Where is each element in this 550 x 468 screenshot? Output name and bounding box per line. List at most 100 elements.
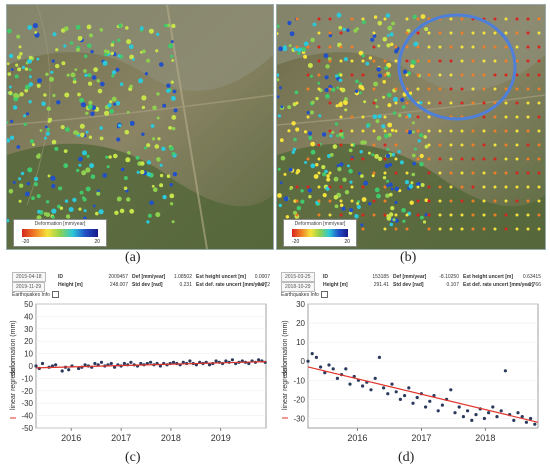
date-to[interactable]: 2018-10-29 <box>281 282 315 292</box>
deformation-point <box>398 113 402 118</box>
deformation-point <box>304 161 308 164</box>
deformation-point <box>339 213 343 217</box>
deformation-point <box>27 25 33 30</box>
deformation-point <box>104 110 110 116</box>
deformation-point <box>28 55 33 60</box>
deformation-point <box>308 135 313 140</box>
deformation-point <box>350 185 354 189</box>
deformation-point <box>129 84 133 89</box>
y-tick-label: 20 <box>24 337 33 346</box>
data-point <box>436 409 440 413</box>
x-tick-label: 2018 <box>475 433 495 443</box>
deformation-point <box>19 52 23 56</box>
deformation-point <box>358 50 364 56</box>
deformation-point <box>372 87 376 91</box>
earthquakes-checkbox[interactable] <box>51 291 59 299</box>
deformation-point <box>471 143 475 147</box>
deformation-point <box>310 141 316 147</box>
data-point <box>369 388 373 392</box>
plot-frame <box>307 303 539 429</box>
deformation-point <box>292 147 297 152</box>
deformation-point <box>482 129 486 133</box>
date-to[interactable]: 2019-11-29 <box>12 282 46 292</box>
deformation-point <box>417 139 421 143</box>
deformation-point <box>152 105 157 111</box>
deformation-point <box>70 72 76 78</box>
deformation-point <box>389 222 394 227</box>
deformation-point <box>350 115 354 119</box>
data-point <box>457 405 461 409</box>
data-point <box>171 360 176 364</box>
deformation-point <box>394 227 398 231</box>
deformation-point <box>515 59 519 63</box>
deformation-point <box>422 220 427 224</box>
deformation-point <box>60 125 65 130</box>
deformation-point <box>37 209 41 214</box>
deformation-point <box>17 67 22 72</box>
deformation-point <box>317 17 321 21</box>
deformation-point <box>384 66 389 70</box>
deformation-point <box>279 138 284 143</box>
earthquakes-toggle[interactable]: Earthquakes Info <box>12 291 59 299</box>
date-from[interactable]: 2015-03-25 <box>281 272 315 282</box>
deformation-point <box>482 45 486 49</box>
caption-d: (d) <box>398 450 415 465</box>
deformation-point <box>383 59 387 63</box>
deformation-point <box>128 44 134 49</box>
deformation-point <box>119 82 124 86</box>
date-from[interactable]: 2015-04-18 <box>12 272 46 282</box>
deformation-point <box>75 24 81 30</box>
deformation-point <box>306 111 310 115</box>
def-value: -8.10250 <box>439 274 459 280</box>
deformation-point <box>283 196 289 202</box>
deformation-point <box>419 101 423 105</box>
data-point <box>403 394 407 398</box>
deformation-point <box>449 129 453 133</box>
deformation-point <box>56 100 61 105</box>
deformation-point <box>114 210 119 215</box>
deformation-point <box>317 45 321 49</box>
deformation-point <box>126 110 130 114</box>
deformation-point <box>155 212 161 218</box>
data-point <box>495 415 499 419</box>
deformation-point <box>98 209 104 215</box>
deformation-point <box>49 76 54 82</box>
deformation-point <box>427 171 431 175</box>
data-point <box>432 394 436 398</box>
deformation-point <box>482 157 486 161</box>
deformation-point <box>449 45 453 49</box>
deformation-point <box>28 75 32 79</box>
deformation-point <box>16 34 21 39</box>
deformation-point <box>328 185 332 189</box>
y-tick-label: 0 <box>301 357 306 366</box>
data-point <box>348 382 352 386</box>
deformation-point <box>504 31 508 35</box>
earthquakes-toggle[interactable]: Earthquakes Info <box>281 291 328 299</box>
deformation-point <box>7 121 9 124</box>
map-panel-b[interactable]: Deformation [mm/year] -20 20 <box>276 4 546 250</box>
deformation-point <box>116 137 121 142</box>
deformation-point <box>419 153 424 159</box>
deformation-point <box>405 73 409 77</box>
deformation-point <box>63 44 67 48</box>
x-tick-label: 2017 <box>411 433 431 443</box>
deformation-point <box>317 213 321 217</box>
deformation-point <box>277 24 280 28</box>
map-panel-a[interactable]: Deformation [mm/year] -20 20 <box>6 4 274 250</box>
deformation-point <box>394 186 400 192</box>
deformation-point <box>171 23 176 29</box>
legend-max: 20 <box>344 239 350 245</box>
deformation-point <box>504 17 508 21</box>
deformation-point <box>36 215 42 221</box>
deformation-point <box>420 215 424 220</box>
deformation-point <box>372 199 376 203</box>
deformation-point <box>277 32 279 36</box>
deformation-point <box>383 73 387 77</box>
deformation-point <box>295 171 299 175</box>
deformation-point <box>93 67 98 73</box>
deformation-point <box>427 31 431 35</box>
deformation-point <box>515 101 519 105</box>
stddev-value: 0.231 <box>179 282 192 288</box>
deformation-point <box>385 193 390 198</box>
earthquakes-checkbox[interactable] <box>320 291 328 299</box>
